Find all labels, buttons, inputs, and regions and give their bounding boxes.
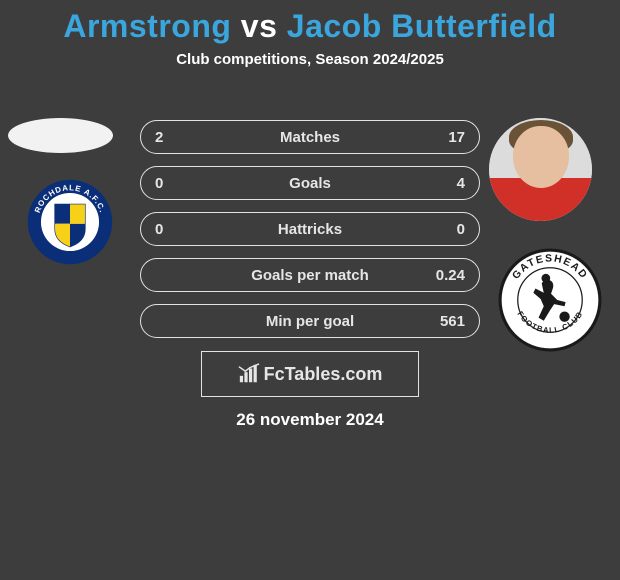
- stat-left: 0: [155, 175, 195, 192]
- stat-right: 0: [425, 221, 465, 238]
- stat-right: 0.24: [425, 267, 465, 284]
- stat-left: 0: [155, 221, 195, 238]
- brand-text: FcTables.com: [264, 364, 383, 385]
- club-badge-gateshead: GATESHEAD FOOTBALL CLUB: [498, 248, 602, 352]
- stat-label: Goals per match: [195, 267, 425, 284]
- club-badge-rochdale: ROCHDALE A.F.C. THE DALE: [26, 178, 114, 266]
- page-title: Armstrong vs Jacob Butterfield: [0, 0, 620, 45]
- stat-label: Goals: [195, 175, 425, 192]
- title-vs: vs: [241, 8, 278, 44]
- stat-label: Matches: [195, 129, 425, 146]
- date: 26 november 2024: [0, 410, 620, 430]
- player1-photo: [8, 118, 113, 153]
- stat-row-goals: 0 Goals 4: [140, 166, 480, 200]
- title-player2: Jacob Butterfield: [287, 8, 557, 44]
- stat-label: Hattricks: [195, 221, 425, 238]
- stats-list: 2 Matches 17 0 Goals 4 0 Hattricks 0 Goa…: [140, 120, 480, 350]
- stat-right: 17: [425, 129, 465, 146]
- stat-right: 561: [425, 313, 465, 330]
- title-player1: Armstrong: [63, 8, 231, 44]
- player2-photo: [489, 118, 592, 221]
- stat-label: Min per goal: [195, 313, 425, 330]
- stat-right: 4: [425, 175, 465, 192]
- bar-chart-icon: [238, 363, 260, 385]
- stat-left: 2: [155, 129, 195, 146]
- stat-row-gpm: Goals per match 0.24: [140, 258, 480, 292]
- brand-box: FcTables.com: [201, 351, 419, 397]
- stat-row-hattricks: 0 Hattricks 0: [140, 212, 480, 246]
- stat-row-mpg: Min per goal 561: [140, 304, 480, 338]
- subtitle: Club competitions, Season 2024/2025: [0, 51, 620, 68]
- stat-row-matches: 2 Matches 17: [140, 120, 480, 154]
